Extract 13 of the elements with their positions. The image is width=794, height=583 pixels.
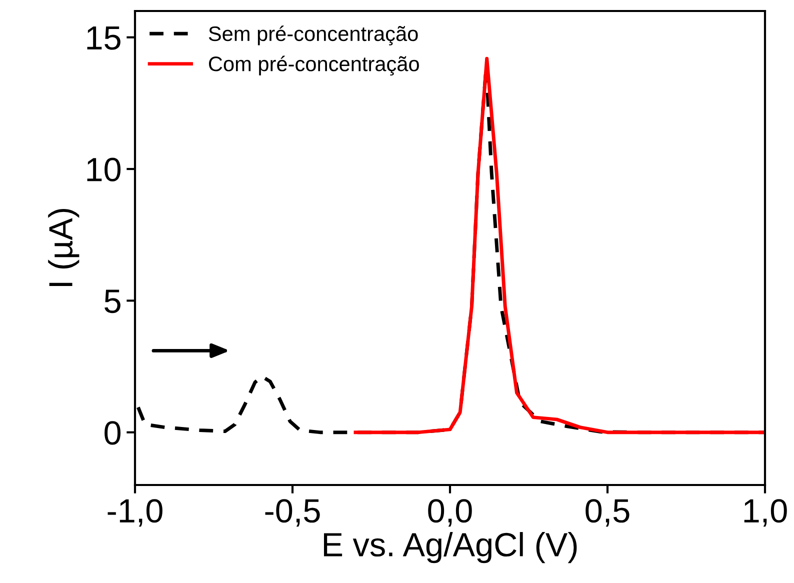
y-axis-title: I (µA) — [48, 208, 80, 286]
y-tick-label: 5 — [104, 290, 120, 314]
legend-label: Com pré-concentração — [208, 56, 419, 76]
y-tick-label: 15 — [87, 26, 120, 50]
x-tick-label: 0,5 — [586, 499, 630, 527]
y-tick-label: 0 — [104, 421, 121, 445]
x-axis-title: E vs. Ag/AgCl (V) — [324, 532, 577, 564]
x-tick-label: 1,0 — [744, 499, 787, 527]
y-tick-label: 10 — [87, 158, 121, 182]
x-tick-label: -0,5 — [265, 499, 320, 527]
x-tick-label: -1,0 — [108, 499, 162, 527]
x-tick-label: 0,0 — [428, 499, 472, 527]
legend-label: Sem pré-concentração — [208, 26, 418, 46]
